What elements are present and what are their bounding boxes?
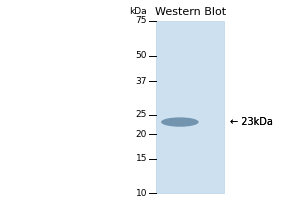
Text: ← 23kDa: ← 23kDa [230,117,273,127]
Text: 75: 75 [136,16,147,25]
Text: 20: 20 [136,130,147,139]
Text: 50: 50 [136,51,147,60]
Text: 15: 15 [136,154,147,163]
Text: 25: 25 [136,110,147,119]
Text: 10: 10 [136,189,147,198]
Text: Western Blot: Western Blot [154,7,226,17]
FancyBboxPatch shape [156,21,224,193]
Text: kDa: kDa [129,7,147,16]
Ellipse shape [161,117,199,127]
Text: 37: 37 [136,77,147,86]
Text: ← 23kDa: ← 23kDa [230,117,273,127]
